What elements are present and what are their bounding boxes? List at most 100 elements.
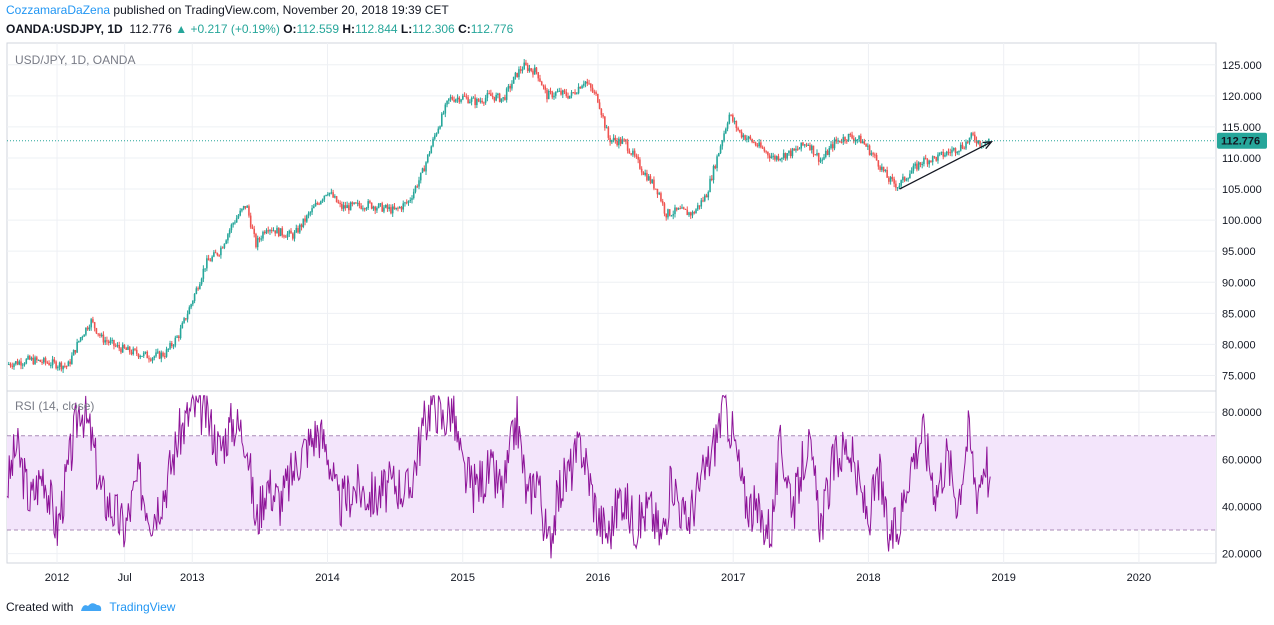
price-y-axis[interactable]: 75.000 80.000 85.000 90.000 95.000 100.000 105… — [1222, 60, 1262, 383]
candle-body — [272, 230, 275, 232]
candle-body — [216, 252, 219, 256]
candle-body — [856, 139, 859, 141]
candle-body — [639, 159, 641, 169]
candle-body — [788, 150, 790, 154]
candle-body — [71, 355, 73, 364]
candle-body — [332, 192, 334, 198]
candle-body — [239, 210, 241, 216]
candle-body — [306, 215, 308, 222]
candle-body — [572, 92, 575, 94]
candle-body — [698, 205, 701, 207]
candle-body — [176, 336, 178, 338]
candle-body — [109, 340, 112, 343]
candle-body — [868, 145, 871, 155]
candle-body — [21, 364, 24, 366]
low-label: L: — [400, 22, 413, 36]
candle-body — [621, 139, 624, 144]
candle-body — [612, 137, 615, 141]
candle-body — [36, 357, 38, 361]
rsi-y-axis[interactable]: 20.0000 40.0000 60.0000 80.0000 — [1222, 407, 1262, 560]
candle-body — [530, 68, 533, 71]
candle-body — [470, 98, 473, 102]
candle-body — [809, 144, 811, 151]
candle-body — [165, 349, 168, 357]
candle-body — [365, 208, 368, 210]
candle-body — [977, 140, 980, 144]
candle-body — [284, 236, 287, 238]
candle-body — [120, 348, 122, 353]
candle-body — [646, 172, 648, 181]
candle-body — [735, 121, 738, 129]
candle-body — [341, 203, 343, 209]
candle-body — [97, 333, 99, 335]
tradingview-link[interactable]: TradingView — [109, 600, 176, 614]
candle-body — [142, 352, 145, 356]
candle-body — [509, 85, 511, 89]
candle-body — [79, 337, 82, 341]
close-label: C: — [458, 22, 471, 36]
candle-body — [279, 228, 282, 237]
candle-body — [113, 339, 115, 346]
candle-body — [32, 357, 35, 365]
candle-body — [693, 212, 696, 214]
close-value: 112.776 — [470, 22, 514, 36]
candle-body — [300, 224, 303, 228]
candle-body — [491, 95, 494, 97]
candle-body — [381, 203, 383, 212]
candle-body — [682, 207, 685, 209]
candle-body — [739, 129, 741, 132]
trendline-arrow[interactable] — [899, 141, 993, 190]
time-tick-label: 2017 — [721, 572, 745, 584]
candle-body — [297, 228, 299, 233]
candle-body — [498, 93, 501, 102]
candle-body — [767, 151, 769, 156]
candle-body — [674, 207, 676, 215]
candle-body — [202, 268, 205, 279]
chart-area[interactable]: USD/JPY, 1D, OANDA RSI (14, close) 75.00… — [0, 0, 1274, 600]
candle-body — [756, 145, 759, 147]
candle-body — [104, 340, 106, 343]
candle-body — [553, 95, 555, 98]
candle-body — [944, 154, 946, 157]
candle-body — [972, 133, 974, 135]
candle-body — [875, 154, 878, 161]
time-tick-label: 2020 — [1127, 572, 1151, 584]
candle-body — [132, 348, 135, 355]
candle-body — [702, 200, 704, 202]
candle-body — [537, 72, 540, 79]
candle-body — [861, 141, 864, 144]
candle-body — [747, 136, 750, 139]
candle-body — [626, 141, 629, 151]
candle-body — [313, 206, 315, 209]
candle-body — [604, 116, 606, 128]
candle-body — [58, 362, 61, 367]
candle-body — [740, 131, 743, 138]
time-x-axis[interactable]: 2012 Jul 2013 2014 2015 2016 2017 2018 2019 2020 — [45, 572, 1151, 584]
candle-body — [849, 133, 852, 135]
candle-body — [959, 144, 962, 151]
candle-body — [167, 348, 170, 350]
candlestick-series — [7, 59, 990, 373]
candle-body — [440, 113, 443, 127]
candle-body — [405, 202, 408, 204]
candle-body — [283, 235, 285, 237]
candle-body — [304, 218, 306, 222]
candle-body — [39, 359, 42, 362]
candle-body — [481, 100, 483, 103]
candle-body — [637, 156, 639, 160]
candle-body — [185, 318, 187, 320]
candle-body — [679, 208, 682, 210]
candle-body — [630, 153, 632, 155]
candle-body — [958, 150, 960, 153]
candle-body — [228, 230, 231, 235]
candle-body — [162, 352, 164, 357]
candle-body — [353, 202, 355, 204]
candle-body — [891, 177, 894, 179]
candle-body — [760, 142, 762, 148]
candle-body — [123, 344, 126, 349]
candle-body — [614, 137, 617, 141]
candle-body — [288, 230, 291, 234]
candle-body — [963, 148, 966, 150]
candle-body — [14, 361, 17, 364]
author-link[interactable]: CozzamaraDaZena — [6, 3, 111, 17]
